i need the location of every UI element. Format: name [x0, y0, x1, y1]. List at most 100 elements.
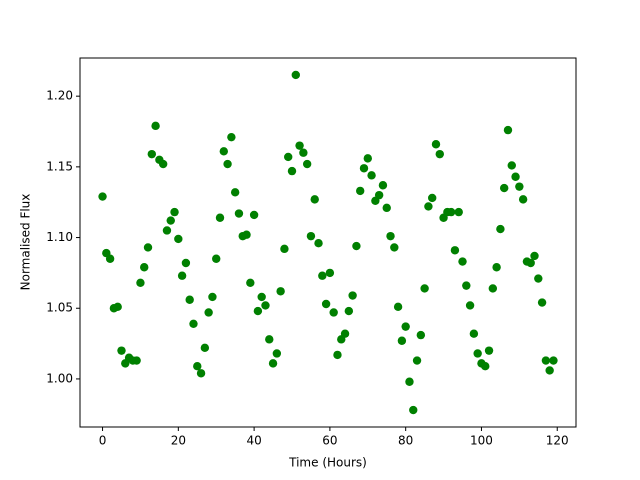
data-point [265, 335, 274, 344]
data-point [356, 186, 365, 196]
data-point [481, 362, 490, 371]
data-point [503, 125, 513, 135]
data-point [113, 302, 122, 312]
data-point [393, 302, 403, 312]
data-point [314, 239, 323, 248]
x-tick-label: 0 [99, 434, 107, 448]
data-point [537, 298, 547, 307]
data-point [140, 263, 149, 272]
data-point [484, 346, 494, 355]
data-point [446, 207, 456, 217]
data-point [295, 141, 304, 150]
data-point [416, 330, 426, 340]
data-point [397, 336, 407, 345]
data-point [287, 166, 297, 176]
data-point [545, 366, 554, 375]
data-point [507, 161, 516, 170]
data-point [246, 278, 255, 287]
data-point [151, 121, 160, 131]
y-tick-label: 1.00 [46, 371, 73, 385]
data-point [306, 231, 316, 241]
data-point [534, 274, 543, 283]
data-point [374, 190, 384, 200]
data-point [541, 356, 551, 365]
data-point [249, 210, 259, 220]
y-tick-label: 1.15 [46, 159, 73, 173]
plot-frame [79, 57, 577, 428]
data-point [212, 254, 221, 263]
data-point [473, 349, 482, 358]
data-point [462, 281, 471, 290]
data-point [276, 287, 285, 296]
data-point [344, 306, 354, 316]
x-tick-label: 60 [322, 434, 337, 448]
data-point [196, 369, 206, 378]
data-point [174, 234, 183, 244]
data-point [185, 295, 194, 304]
data-point [132, 356, 141, 365]
data-point [105, 254, 115, 263]
y-tick-label: 1.20 [46, 89, 73, 103]
x-axis-label: Time (Hours) [288, 456, 367, 470]
data-point [424, 202, 433, 211]
data-point [117, 346, 126, 355]
data-point [469, 329, 479, 338]
data-point [526, 258, 535, 268]
x-tick-label: 40 [246, 434, 261, 448]
data-point [352, 241, 361, 251]
data-point [215, 213, 225, 222]
data-point [253, 306, 263, 316]
data-point [227, 132, 236, 142]
x-tick-label: 20 [171, 434, 186, 448]
data-point [511, 172, 520, 181]
data-point [181, 258, 191, 268]
data-point [204, 308, 213, 317]
data-point [170, 207, 179, 217]
data-point [166, 216, 175, 225]
x-tick-label: 120 [546, 434, 569, 448]
data-point [363, 154, 372, 163]
data-point [454, 207, 463, 217]
data-point [435, 149, 444, 159]
data-point [348, 291, 357, 300]
data-point [492, 263, 501, 272]
data-point [291, 70, 300, 80]
data-point [223, 159, 232, 169]
data-point [386, 231, 395, 241]
data-point [333, 350, 342, 360]
data-point [268, 359, 278, 368]
data-point [162, 226, 172, 235]
data-point [136, 278, 145, 287]
data-point [143, 243, 153, 252]
data-point [310, 195, 319, 204]
data-point [340, 329, 350, 338]
data-point [219, 147, 228, 156]
y-tick-label: 1.10 [46, 230, 73, 244]
data-point [299, 148, 308, 157]
data-point [458, 257, 467, 266]
data-point [390, 243, 399, 252]
data-point [488, 284, 498, 293]
data-point [530, 251, 539, 261]
data-point [549, 356, 558, 365]
data-point [496, 224, 505, 234]
data-point [321, 299, 331, 309]
data-point [257, 292, 266, 302]
data-point [428, 193, 437, 203]
data-point [177, 271, 187, 280]
x-tick-label: 100 [470, 434, 493, 448]
data-point [302, 159, 312, 169]
data-point [261, 301, 270, 310]
data-point [284, 152, 293, 162]
data-point [367, 171, 376, 180]
data-point [272, 349, 282, 358]
data-point [409, 405, 418, 415]
data-point [208, 292, 217, 302]
data-point [359, 164, 369, 173]
data-point [98, 192, 107, 201]
data-point [234, 209, 244, 218]
data-point [318, 271, 327, 280]
data-point [450, 246, 460, 255]
data-point [158, 159, 168, 169]
